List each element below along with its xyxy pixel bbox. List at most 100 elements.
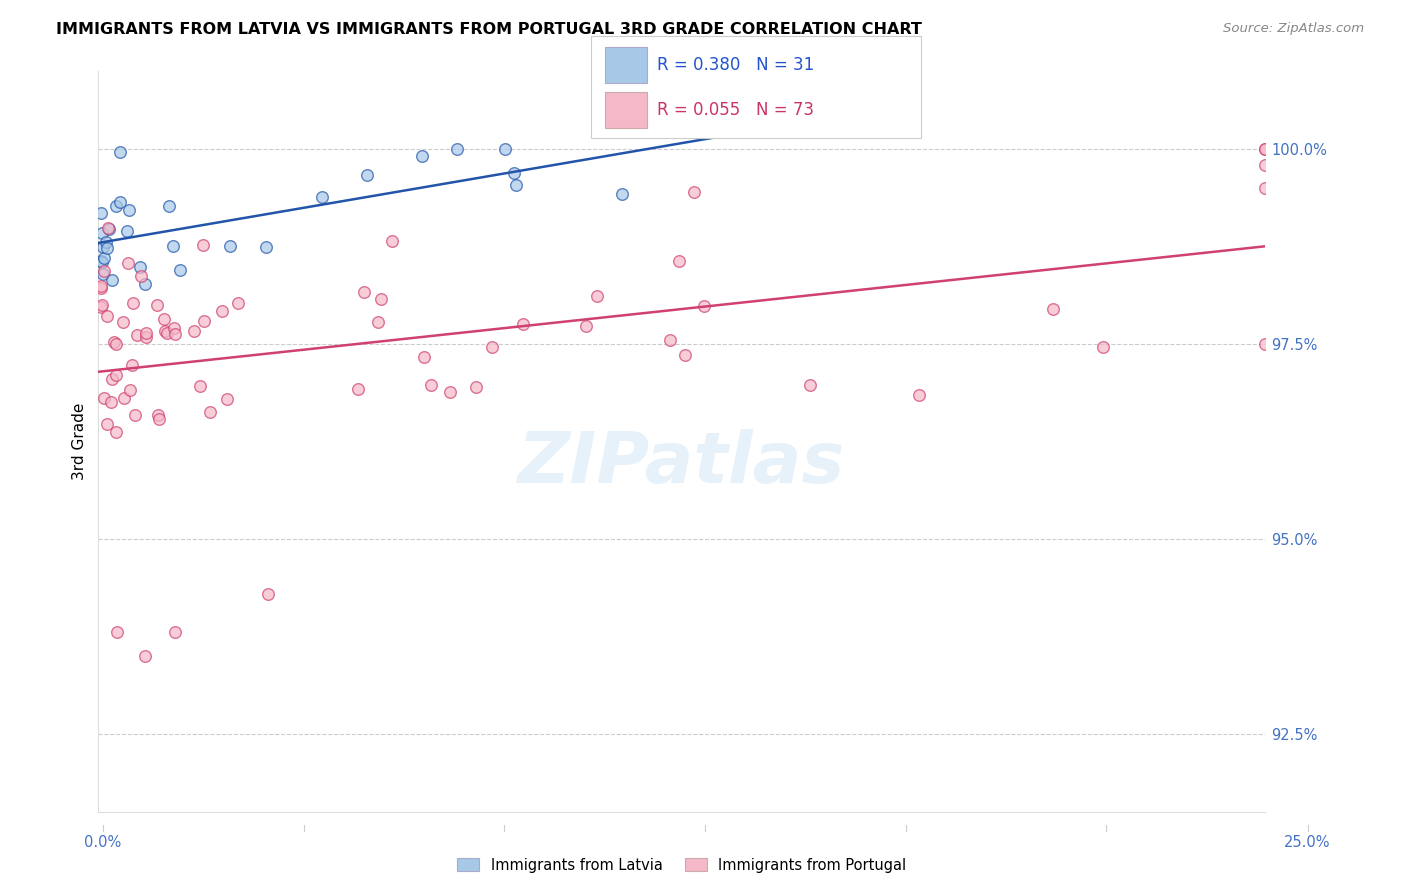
- Point: [96, 309, 118, 323]
- Point: [1254, 142, 1277, 156]
- Point: [122, 296, 145, 310]
- Point: [153, 324, 176, 338]
- Point: [481, 340, 503, 354]
- Point: [683, 185, 706, 199]
- Point: [367, 315, 389, 329]
- Point: [218, 239, 240, 253]
- Point: [91, 255, 114, 269]
- Point: [162, 239, 184, 253]
- Y-axis label: 3rd Grade: 3rd Grade: [72, 403, 87, 480]
- Point: [114, 391, 136, 405]
- Point: [1254, 181, 1277, 195]
- Point: [370, 293, 392, 307]
- Point: [464, 380, 486, 394]
- Point: [93, 391, 115, 405]
- Point: [215, 392, 238, 407]
- Point: [148, 408, 170, 422]
- Point: [163, 321, 186, 335]
- Point: [112, 315, 135, 329]
- Point: [412, 350, 434, 364]
- Point: [512, 317, 534, 331]
- Point: [91, 298, 114, 312]
- Point: [98, 221, 121, 235]
- Point: [145, 297, 167, 311]
- Point: [93, 264, 115, 278]
- Point: [100, 273, 122, 287]
- Point: [125, 328, 148, 343]
- Text: R = 0.055   N = 73: R = 0.055 N = 73: [657, 101, 814, 119]
- Point: [908, 388, 931, 402]
- Point: [356, 168, 378, 182]
- Point: [90, 254, 112, 268]
- Point: [610, 186, 633, 201]
- Point: [115, 224, 138, 238]
- Point: [118, 202, 141, 217]
- Point: [1091, 340, 1114, 354]
- Point: [165, 327, 187, 342]
- Point: [191, 237, 214, 252]
- Text: R = 0.380   N = 31: R = 0.380 N = 31: [657, 56, 814, 74]
- Point: [100, 395, 122, 409]
- Point: [91, 267, 114, 281]
- Point: [505, 178, 527, 193]
- Point: [105, 337, 128, 351]
- Point: [211, 303, 233, 318]
- Text: ZIPatlas: ZIPatlas: [519, 429, 845, 499]
- Point: [226, 296, 249, 310]
- Point: [157, 199, 180, 213]
- Point: [117, 256, 139, 270]
- Point: [439, 384, 461, 399]
- Point: [165, 625, 187, 640]
- Point: [658, 333, 681, 347]
- Point: [346, 382, 368, 396]
- Point: [446, 142, 468, 156]
- Point: [153, 311, 176, 326]
- Point: [183, 324, 205, 338]
- Point: [134, 277, 156, 291]
- Point: [131, 269, 153, 284]
- Point: [90, 300, 112, 314]
- Text: 0.0%: 0.0%: [84, 836, 121, 850]
- Point: [134, 648, 156, 663]
- Point: [135, 326, 157, 341]
- Point: [1042, 301, 1064, 316]
- Point: [97, 221, 120, 235]
- Point: [121, 358, 143, 372]
- Point: [124, 408, 146, 422]
- Point: [1254, 158, 1277, 172]
- Point: [90, 206, 112, 220]
- Point: [91, 240, 114, 254]
- Point: [169, 262, 191, 277]
- Point: [135, 330, 157, 344]
- Point: [1254, 337, 1277, 351]
- Point: [120, 384, 142, 398]
- Text: Source: ZipAtlas.com: Source: ZipAtlas.com: [1223, 22, 1364, 36]
- Point: [148, 412, 170, 426]
- Point: [799, 378, 821, 392]
- Point: [93, 252, 115, 266]
- Point: [585, 289, 607, 303]
- Point: [673, 348, 696, 362]
- Point: [668, 254, 690, 268]
- Text: IMMIGRANTS FROM LATVIA VS IMMIGRANTS FROM PORTUGAL 3RD GRADE CORRELATION CHART: IMMIGRANTS FROM LATVIA VS IMMIGRANTS FRO…: [56, 22, 922, 37]
- Point: [108, 145, 131, 160]
- Point: [188, 378, 211, 392]
- Point: [411, 149, 433, 163]
- Point: [105, 625, 128, 640]
- Text: 25.0%: 25.0%: [1284, 836, 1331, 850]
- Point: [96, 417, 118, 432]
- Point: [198, 404, 221, 418]
- Point: [693, 299, 716, 313]
- Point: [91, 226, 114, 240]
- Point: [90, 278, 112, 293]
- Point: [1254, 142, 1277, 156]
- Legend: Immigrants from Latvia, Immigrants from Portugal: Immigrants from Latvia, Immigrants from …: [451, 852, 912, 879]
- Point: [103, 335, 125, 350]
- Point: [193, 314, 215, 328]
- Point: [574, 319, 596, 334]
- Point: [108, 194, 131, 209]
- Point: [129, 260, 152, 274]
- Point: [494, 142, 516, 156]
- Point: [101, 372, 124, 386]
- Point: [254, 240, 277, 254]
